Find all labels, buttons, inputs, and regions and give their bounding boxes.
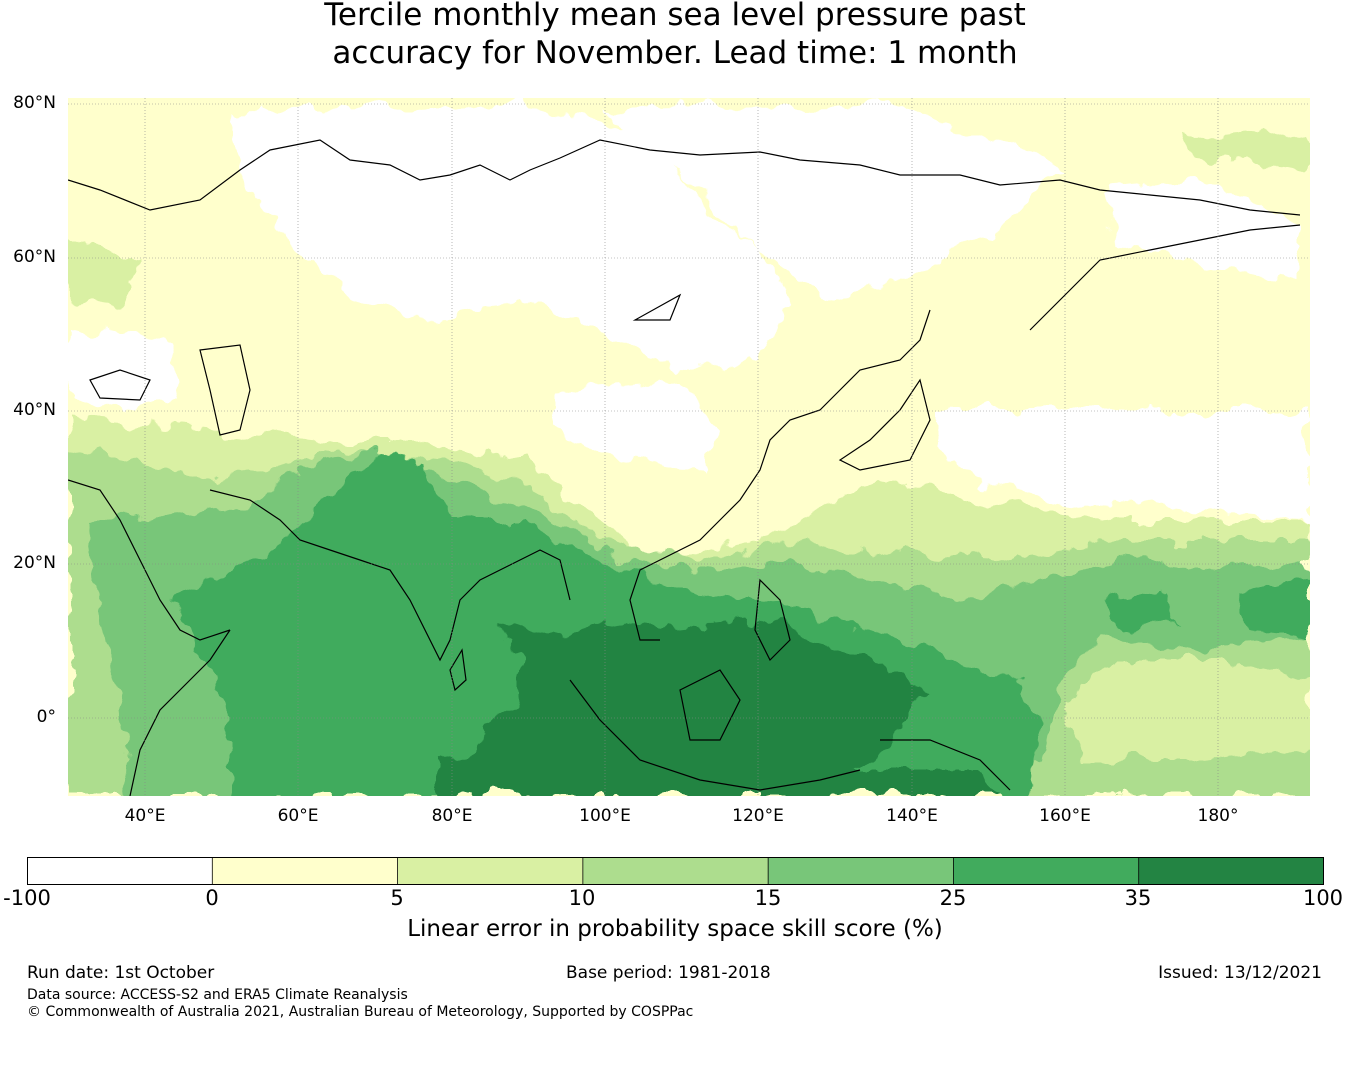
colorbar-segment	[768, 857, 954, 885]
skill-shading	[68, 105, 1310, 796]
run-date: Run date: 1st October	[27, 963, 215, 983]
colorbar	[27, 857, 1324, 885]
lon-label-60e: 60°E	[277, 806, 319, 826]
colorbar-tick-100: 100	[1302, 886, 1344, 910]
colorbar-segment	[397, 857, 584, 885]
lon-label-180: 180°	[1197, 806, 1239, 826]
coastlines	[68, 139, 1301, 796]
colorbar-segment	[1138, 857, 1324, 885]
colorbar-tick-10: 10	[568, 886, 596, 910]
colorbar-segment	[953, 857, 1140, 885]
skill-map	[68, 98, 1310, 796]
lat-label-40n: 40°N	[13, 400, 56, 420]
colorbar-segment	[27, 857, 213, 885]
colorbar-tick-25: 25	[939, 886, 967, 910]
base-period: Base period: 1981-2018	[566, 963, 771, 983]
colorbar-tick-35: 35	[1124, 886, 1152, 910]
colorbar-tick-15: 15	[754, 886, 782, 910]
title-line-1: Tercile monthly mean sea level pressure …	[324, 0, 1026, 33]
lat-label-0: 0°	[36, 707, 56, 727]
graticule	[68, 98, 1310, 796]
issued-date: Issued: 13/12/2021	[1158, 963, 1322, 983]
lon-label-120e: 120°E	[732, 806, 784, 826]
lon-label-100e: 100°E	[579, 806, 631, 826]
lon-label-160e: 160°E	[1039, 806, 1091, 826]
colorbar-segment	[582, 857, 769, 885]
lat-label-20n: 20°N	[13, 553, 56, 573]
data-source: Data source: ACCESS-S2 and ERA5 Climate …	[27, 987, 408, 1003]
colorbar-tick-5: 5	[390, 886, 404, 910]
colorbar-segment	[212, 857, 399, 885]
lon-label-140e: 140°E	[886, 806, 938, 826]
copyright: © Commonwealth of Australia 2021, Austra…	[27, 1004, 694, 1020]
lat-label-80n: 80°N	[13, 93, 56, 113]
title-line-2: accuracy for November. Lead time: 1 mont…	[332, 35, 1018, 71]
colorbar-tick-neg100: -100	[3, 886, 51, 910]
colorbar-label: Linear error in probability space skill …	[407, 916, 943, 942]
lat-label-60n: 60°N	[13, 247, 56, 267]
colorbar-tick-0: 0	[205, 886, 219, 910]
lon-label-80e: 80°E	[431, 806, 473, 826]
lon-label-40e: 40°E	[124, 806, 166, 826]
